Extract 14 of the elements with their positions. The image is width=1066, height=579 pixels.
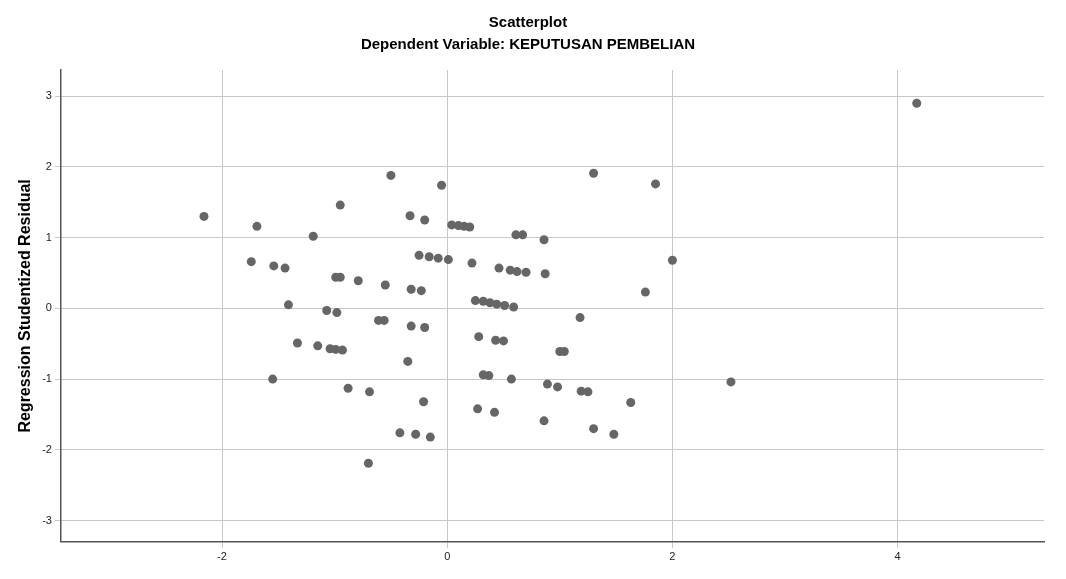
x-tick-label: 0 — [444, 550, 451, 563]
y-tick-label: -1 — [42, 372, 52, 385]
x-tick-label: 4 — [894, 550, 901, 563]
x-tick-label: -2 — [217, 550, 227, 563]
chart-title: Scatterplot — [488, 13, 568, 31]
y-tick-label: 0 — [45, 301, 52, 314]
y-tick-label: 3 — [45, 89, 52, 102]
y-tick-label: -2 — [42, 442, 52, 455]
y-tick-label: -3 — [42, 513, 52, 526]
y-tick-label: 2 — [45, 159, 52, 172]
chart-subtitle: Dependent Variable: KEPUTUSAN PEMBELIAN — [360, 35, 696, 53]
y-tick-label: 1 — [45, 230, 52, 243]
x-tick-label: 2 — [669, 550, 676, 563]
y-axis-title: Regression Studentized Residual — [16, 179, 34, 433]
